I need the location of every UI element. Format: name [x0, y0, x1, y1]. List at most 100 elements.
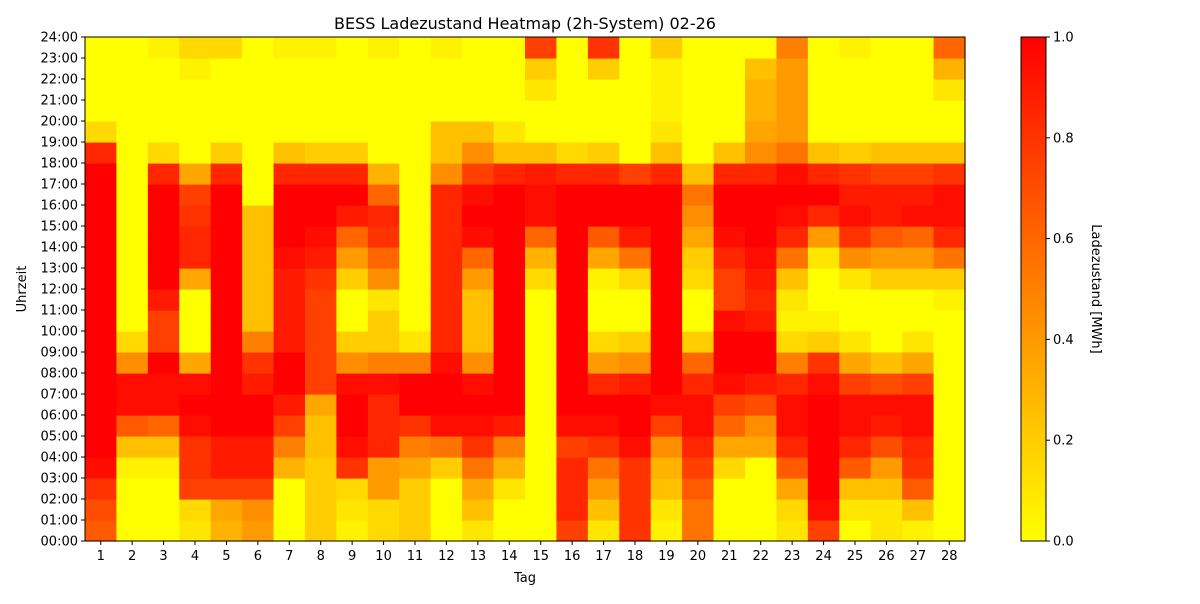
heatmap-cell — [305, 289, 338, 311]
heatmap-cell — [776, 394, 809, 416]
x-tick-label: 2 — [128, 549, 136, 564]
y-axis-label: Uhrzeit — [15, 266, 30, 313]
heatmap-cell — [305, 79, 338, 101]
heatmap-cell — [556, 394, 589, 416]
heatmap-cell — [525, 142, 558, 164]
heatmap-cell — [147, 394, 180, 416]
heatmap-cell — [933, 79, 966, 101]
heatmap-cell — [305, 520, 338, 542]
heatmap-cell — [273, 436, 306, 458]
heatmap-cell — [619, 415, 652, 437]
heatmap-cell — [242, 352, 275, 374]
colorbar-label: Ladezustand [MWh] — [1088, 224, 1103, 353]
heatmap-cell — [650, 310, 683, 332]
y-tick-label: 12:00 — [41, 283, 78, 298]
heatmap-cell — [933, 58, 966, 80]
heatmap-cell — [525, 436, 558, 458]
heatmap-cell — [85, 289, 118, 311]
y-tick-label: 16:00 — [41, 199, 78, 214]
heatmap-cell — [525, 331, 558, 353]
heatmap-cell — [210, 268, 243, 290]
heatmap-cell — [147, 415, 180, 437]
heatmap-cell — [902, 247, 935, 269]
heatmap-cell — [273, 394, 306, 416]
heatmap-cell — [713, 373, 746, 395]
heatmap-cell — [776, 457, 809, 479]
heatmap-cell — [556, 331, 589, 353]
y-tick-label: 09:00 — [41, 346, 78, 361]
colorbar-tick-label: 0.8 — [1053, 131, 1074, 146]
heatmap-cell — [525, 289, 558, 311]
heatmap-cell — [619, 436, 652, 458]
heatmap-cell — [179, 457, 212, 479]
heatmap-cell — [619, 499, 652, 521]
heatmap-cell — [682, 142, 715, 164]
colorbar-tick-label: 0.0 — [1053, 535, 1074, 550]
heatmap-cell — [462, 436, 495, 458]
heatmap-cell — [430, 100, 463, 122]
heatmap-cell — [807, 394, 840, 416]
heatmap-cell — [399, 121, 432, 143]
heatmap-cell — [493, 331, 526, 353]
heatmap-cell — [147, 100, 180, 122]
heatmap-cell — [462, 268, 495, 290]
heatmap-cell — [336, 58, 369, 80]
heatmap-cell — [807, 226, 840, 248]
x-tick-label: 17 — [595, 549, 612, 564]
heatmap-cell — [305, 499, 338, 521]
heatmap-cell — [493, 184, 526, 206]
heatmap-cell — [650, 226, 683, 248]
heatmap-cell — [870, 205, 903, 227]
heatmap-cell — [556, 457, 589, 479]
heatmap-cell — [493, 310, 526, 332]
heatmap-cell — [462, 289, 495, 311]
heatmap-cell — [116, 142, 149, 164]
heatmap-cell — [902, 121, 935, 143]
x-tick-label: 18 — [627, 549, 644, 564]
heatmap-cell — [619, 310, 652, 332]
heatmap-cell — [870, 100, 903, 122]
heatmap-cell — [525, 184, 558, 206]
heatmap-cell — [902, 352, 935, 374]
heatmap-cell — [367, 520, 400, 542]
heatmap-cell — [367, 457, 400, 479]
heatmap-cell — [116, 352, 149, 374]
heatmap-cell — [367, 58, 400, 80]
heatmap-cell — [430, 205, 463, 227]
heatmap-cell — [430, 142, 463, 164]
heatmap-cell — [682, 37, 715, 59]
heatmap-cell — [776, 268, 809, 290]
heatmap-cell — [493, 268, 526, 290]
heatmap-cell — [839, 142, 872, 164]
heatmap-cell — [430, 394, 463, 416]
heatmap-cell — [745, 142, 778, 164]
heatmap-cell — [745, 163, 778, 185]
heatmap-cell — [650, 331, 683, 353]
heatmap-cell — [273, 268, 306, 290]
heatmap-cell — [210, 499, 243, 521]
heatmap-cell — [367, 331, 400, 353]
heatmap-cell — [367, 142, 400, 164]
heatmap-cell — [776, 499, 809, 521]
heatmap-cell — [839, 478, 872, 500]
heatmap-cell — [273, 58, 306, 80]
heatmap-cell — [210, 58, 243, 80]
heatmap-cell — [336, 289, 369, 311]
heatmap-cell — [305, 163, 338, 185]
colorbar — [1020, 36, 1047, 542]
heatmap-cell — [305, 373, 338, 395]
heatmap-cell — [85, 121, 118, 143]
heatmap-cell — [776, 436, 809, 458]
x-tick-label: 6 — [254, 549, 262, 564]
heatmap-cell — [305, 226, 338, 248]
heatmap-cell — [902, 478, 935, 500]
heatmap-cell — [933, 331, 966, 353]
heatmap-cell — [273, 373, 306, 395]
heatmap-cell — [273, 310, 306, 332]
heatmap-cell — [650, 205, 683, 227]
heatmap-cell — [619, 142, 652, 164]
heatmap-cell — [305, 415, 338, 437]
heatmap-cell — [776, 310, 809, 332]
heatmap-cell — [242, 310, 275, 332]
heatmap-cell — [493, 394, 526, 416]
